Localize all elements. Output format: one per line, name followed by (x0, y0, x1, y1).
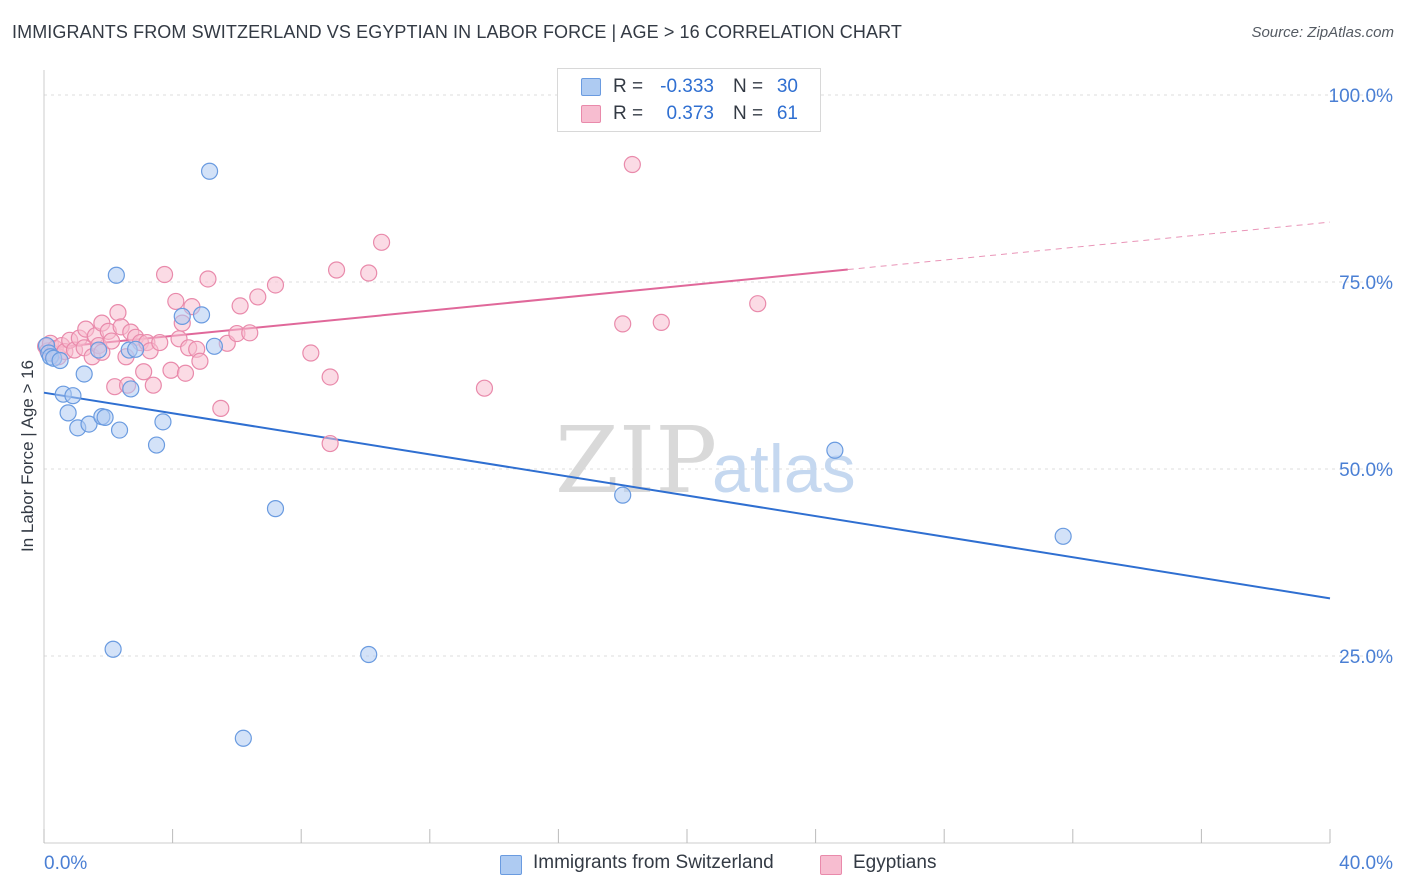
data-point (154, 413, 172, 431)
data-point (614, 486, 632, 504)
data-point (75, 365, 93, 383)
data-point (107, 266, 125, 284)
y-tick-label: 75.0% (1339, 273, 1393, 294)
legend-swatch-pink (581, 105, 601, 123)
data-point (64, 387, 82, 405)
data-point (1054, 527, 1072, 545)
data-point (104, 640, 122, 658)
x-tick-label-max: 40.0% (1339, 853, 1393, 874)
data-point (200, 162, 219, 180)
data-point (372, 233, 391, 251)
data-point (151, 333, 169, 352)
data-point (147, 436, 166, 454)
series-legend-label: Egyptians (853, 852, 937, 873)
data-point (96, 408, 114, 426)
series-legend-label: Immigrants from Switzerland (533, 852, 774, 873)
data-point (212, 399, 230, 417)
trend-line-solid (43, 391, 1331, 600)
legend-n-label: N = (733, 103, 764, 124)
data-point (241, 324, 259, 342)
data-point (360, 264, 378, 282)
data-point (475, 379, 494, 397)
data-point (249, 288, 267, 306)
data-point (162, 361, 180, 379)
data-point (59, 404, 77, 422)
y-tick-label: 50.0% (1339, 460, 1393, 481)
data-point (80, 415, 98, 433)
legend-r-label: R = (613, 103, 644, 124)
data-point (109, 304, 127, 322)
data-point (749, 295, 767, 313)
y-axis-label: In Labor Force | Age > 16 (18, 359, 37, 553)
data-point (155, 265, 174, 284)
legend-swatch-blue (581, 78, 601, 96)
gridlines (44, 94, 1393, 657)
data-point (173, 307, 191, 325)
legend-row-switzerland: R = -0.333 N = 30 (558, 74, 820, 100)
data-points (37, 155, 1072, 747)
series-legend: Immigrants from Switzerland Egyptians (0, 852, 1406, 878)
data-point (176, 364, 195, 382)
chart-title: IMMIGRANTS FROM SWITZERLAND VS EGYPTIAN … (12, 22, 902, 42)
y-tick-label: 25.0% (1339, 647, 1393, 668)
legend-row-egyptians: R = 0.373 N = 61 (558, 101, 820, 127)
correlation-legend: R = -0.333 N = 30 R = 0.373 N = 61 (557, 68, 821, 132)
x-tick-label-min: 0.0% (44, 853, 87, 874)
source-credit: Source: ZipAtlas.com (1251, 24, 1394, 41)
legend-r-label: R = (613, 76, 644, 97)
data-point (614, 315, 632, 333)
data-point (167, 292, 185, 311)
data-point (51, 351, 69, 370)
data-point (360, 645, 378, 664)
data-point (135, 363, 153, 381)
axes (43, 70, 1331, 844)
tick-labels: 25.0% 50.0% 75.0% 100.0% 0.0% 40.0% (44, 86, 1393, 874)
watermark-zip: ZIP (555, 407, 717, 514)
trend-line-dashed (847, 221, 1331, 271)
data-point (191, 352, 209, 370)
data-point (127, 340, 145, 358)
series-swatch-pink (820, 855, 842, 875)
data-point (231, 297, 249, 315)
data-point (302, 344, 320, 362)
legend-n-label: N = (733, 76, 764, 97)
data-point (102, 332, 121, 350)
data-point (826, 441, 844, 459)
legend-n-value: 30 (776, 76, 798, 97)
data-point (266, 500, 285, 518)
data-point (122, 380, 140, 398)
data-point (623, 155, 641, 174)
data-point (144, 376, 162, 394)
data-point (652, 313, 670, 331)
data-point (321, 368, 339, 386)
data-point (110, 421, 129, 439)
data-point (234, 729, 252, 747)
data-point (199, 270, 217, 288)
data-point (327, 261, 346, 279)
legend-r-value: -0.333 (660, 76, 714, 97)
data-point (321, 434, 339, 453)
data-point (192, 306, 211, 324)
data-point (90, 341, 108, 359)
y-tick-label: 100.0% (1329, 86, 1394, 107)
data-point (266, 276, 285, 294)
legend-r-value: 0.373 (666, 103, 714, 124)
legend-n-value: 61 (776, 103, 798, 124)
data-point (205, 337, 223, 355)
series-swatch-blue (500, 855, 522, 875)
